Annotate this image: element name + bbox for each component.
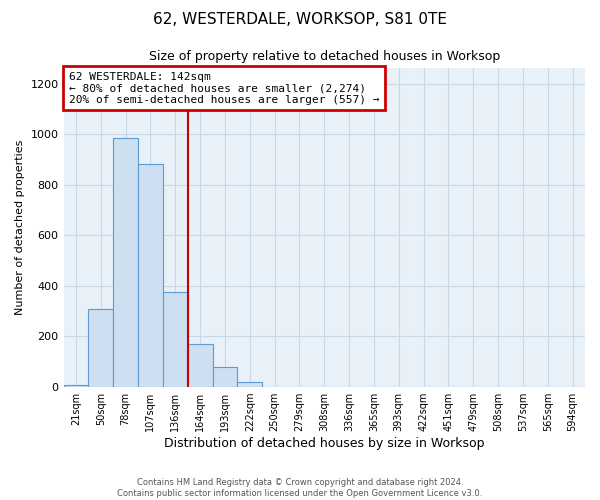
Text: 62 WESTERDALE: 142sqm
← 80% of detached houses are smaller (2,274)
20% of semi-d: 62 WESTERDALE: 142sqm ← 80% of detached …: [69, 72, 379, 104]
Bar: [188, 344, 212, 387]
Bar: [163, 292, 188, 387]
Text: 62, WESTERDALE, WORKSOP, S81 0TE: 62, WESTERDALE, WORKSOP, S81 0TE: [153, 12, 447, 28]
Bar: [64, 384, 88, 387]
Y-axis label: Number of detached properties: Number of detached properties: [15, 140, 25, 316]
Bar: [88, 308, 113, 387]
Bar: [212, 367, 238, 387]
X-axis label: Distribution of detached houses by size in Worksop: Distribution of detached houses by size …: [164, 437, 485, 450]
Text: Contains HM Land Registry data © Crown copyright and database right 2024.
Contai: Contains HM Land Registry data © Crown c…: [118, 478, 482, 498]
Bar: [138, 164, 163, 387]
Bar: [238, 382, 262, 387]
Title: Size of property relative to detached houses in Worksop: Size of property relative to detached ho…: [149, 50, 500, 63]
Bar: [113, 138, 138, 387]
